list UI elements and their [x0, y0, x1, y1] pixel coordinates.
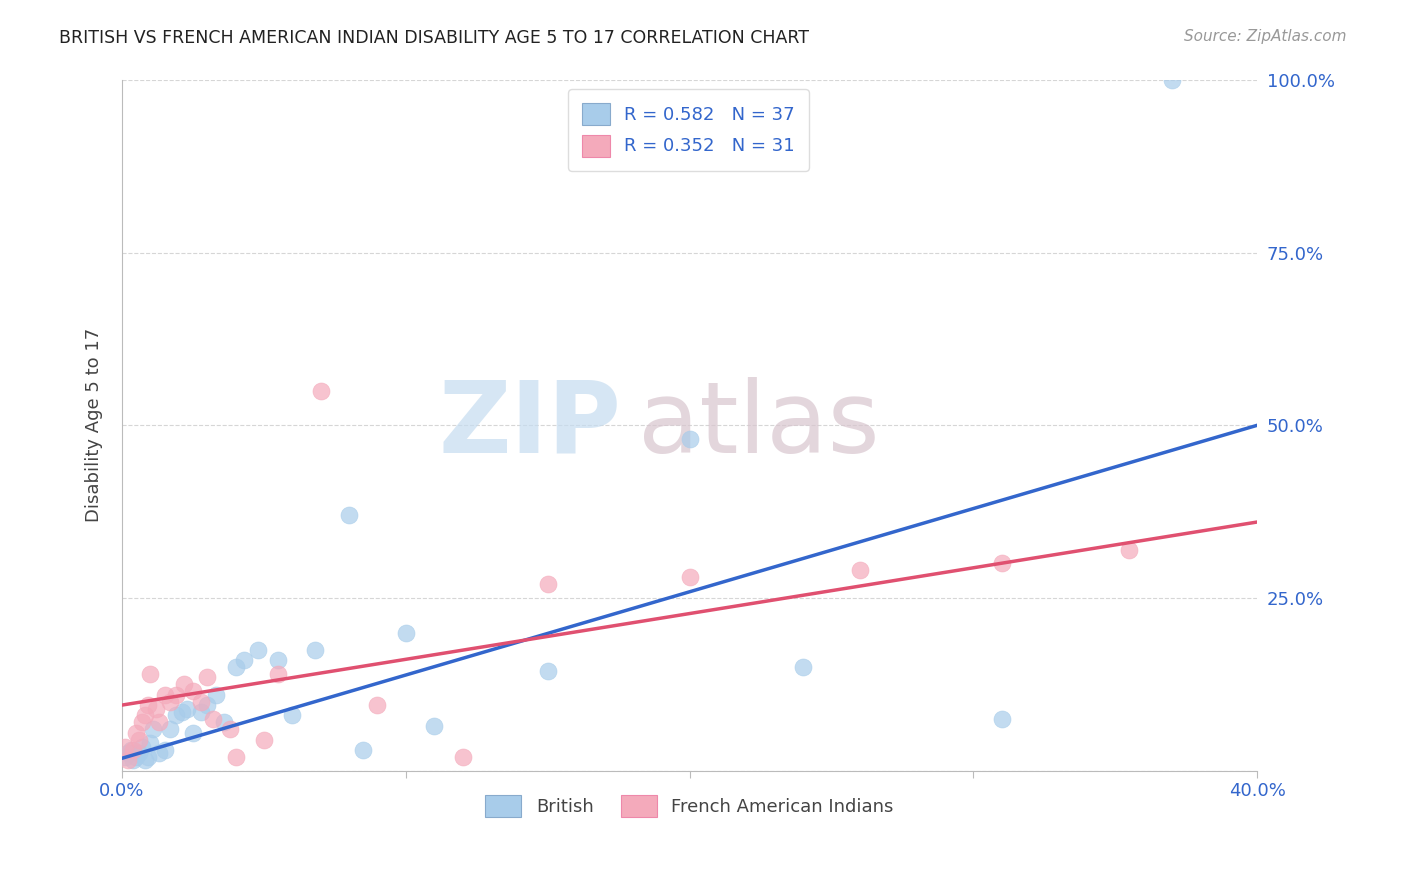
Point — [225, 660, 247, 674]
Point — [204, 688, 226, 702]
Point — [128, 732, 150, 747]
Point — [153, 743, 176, 757]
Point — [139, 667, 162, 681]
Point — [1118, 542, 1140, 557]
Point — [352, 743, 374, 757]
Point — [134, 753, 156, 767]
Point — [201, 712, 224, 726]
Point — [225, 750, 247, 764]
Text: Source: ZipAtlas.com: Source: ZipAtlas.com — [1184, 29, 1347, 45]
Point — [537, 664, 560, 678]
Point — [678, 570, 700, 584]
Point — [233, 653, 256, 667]
Point — [173, 677, 195, 691]
Point — [990, 557, 1012, 571]
Text: atlas: atlas — [638, 376, 880, 474]
Point — [337, 508, 360, 522]
Point — [1161, 73, 1184, 87]
Point — [678, 432, 700, 446]
Point — [122, 743, 145, 757]
Point — [153, 688, 176, 702]
Text: ZIP: ZIP — [439, 376, 621, 474]
Point — [304, 642, 326, 657]
Point — [165, 708, 187, 723]
Point — [120, 743, 142, 757]
Point — [170, 705, 193, 719]
Point — [849, 563, 872, 577]
Point — [190, 695, 212, 709]
Point — [134, 708, 156, 723]
Point — [131, 739, 153, 754]
Point — [423, 719, 446, 733]
Point — [142, 723, 165, 737]
Point — [395, 625, 418, 640]
Point — [181, 725, 204, 739]
Point — [148, 747, 170, 761]
Point — [128, 747, 150, 761]
Point — [145, 701, 167, 715]
Point — [195, 670, 218, 684]
Point — [136, 750, 159, 764]
Point — [792, 660, 814, 674]
Point — [451, 750, 474, 764]
Point — [190, 705, 212, 719]
Point — [218, 723, 240, 737]
Point — [114, 739, 136, 754]
Point — [159, 695, 181, 709]
Point — [122, 753, 145, 767]
Point — [176, 701, 198, 715]
Point — [366, 698, 388, 712]
Point — [247, 642, 270, 657]
Point — [148, 715, 170, 730]
Y-axis label: Disability Age 5 to 17: Disability Age 5 to 17 — [86, 328, 103, 523]
Point — [136, 698, 159, 712]
Point — [125, 750, 148, 764]
Point — [114, 750, 136, 764]
Point — [117, 747, 139, 761]
Point — [267, 653, 290, 667]
Point — [990, 712, 1012, 726]
Legend: British, French American Indians: British, French American Indians — [478, 788, 901, 824]
Point — [212, 715, 235, 730]
Point — [117, 753, 139, 767]
Text: BRITISH VS FRENCH AMERICAN INDIAN DISABILITY AGE 5 TO 17 CORRELATION CHART: BRITISH VS FRENCH AMERICAN INDIAN DISABI… — [59, 29, 808, 47]
Point — [131, 715, 153, 730]
Point — [159, 723, 181, 737]
Point — [537, 577, 560, 591]
Point — [253, 732, 276, 747]
Point — [195, 698, 218, 712]
Point — [165, 688, 187, 702]
Point — [281, 708, 304, 723]
Point — [139, 736, 162, 750]
Point — [309, 384, 332, 398]
Point — [125, 725, 148, 739]
Point — [267, 667, 290, 681]
Point — [181, 684, 204, 698]
